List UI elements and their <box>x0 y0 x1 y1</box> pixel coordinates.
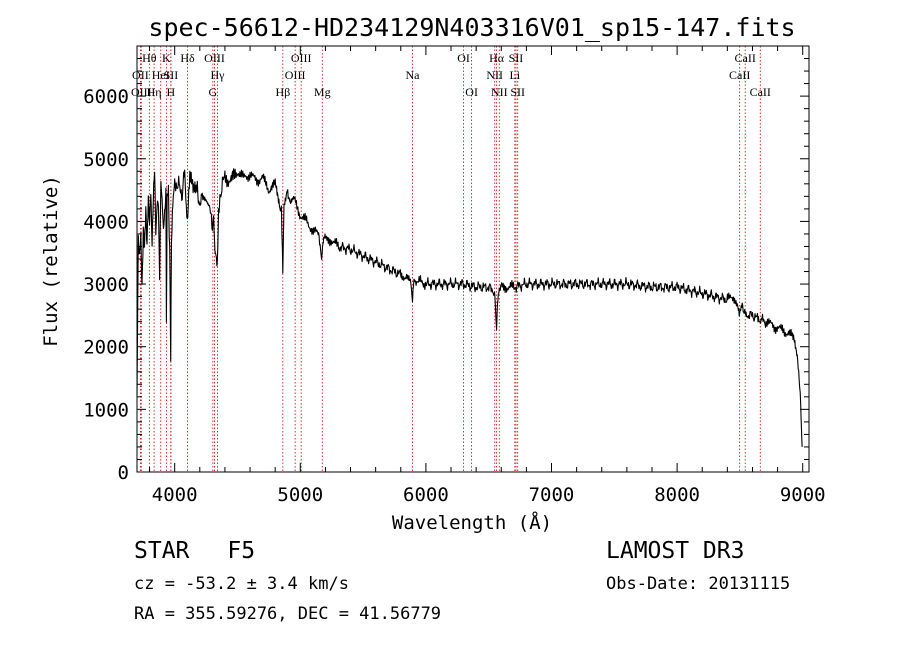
line-marker-label: Hθ <box>142 51 157 65</box>
line-marker-label: Hγ <box>211 68 226 82</box>
axis-tick-labels: 4000 5000 6000 7000 8000 9000 0 1000 2000 3000 400… <box>83 86 825 506</box>
x-tick-label: 6000 <box>403 484 449 506</box>
line-marker-label: Hδ <box>180 51 195 65</box>
object-class: STAR <box>134 538 190 564</box>
line-marker-label: SII <box>164 68 179 82</box>
axis-ticks <box>137 46 809 473</box>
chart-title: spec-56612-HD234129N403316V01_sp15-147.f… <box>148 13 795 42</box>
spectrum-chart: spec-56612-HD234129N403316V01_sp15-147.f… <box>40 13 826 534</box>
line-markers <box>139 46 761 472</box>
line-marker-label: Hη <box>147 85 162 99</box>
y-tick-label: 6000 <box>83 86 129 108</box>
survey-label: LAMOST DR3 <box>606 538 745 564</box>
line-marker-label: Li <box>509 68 520 82</box>
line-marker-label: NII <box>491 85 508 99</box>
line-marker-label: Hβ <box>275 85 290 99</box>
y-tick-label: 5000 <box>83 149 129 171</box>
x-tick-label: 4000 <box>152 484 198 506</box>
line-marker-label: SII <box>509 51 524 65</box>
y-tick-label: 3000 <box>83 274 129 296</box>
object-class-row: STAR F5 <box>134 538 255 564</box>
line-marker-label: CaII <box>735 51 756 65</box>
line-marker-label: OI <box>457 51 470 65</box>
x-tick-label: 8000 <box>654 484 700 506</box>
obs-date: Obs-Date: 20131115 <box>606 574 791 594</box>
line-marker-label: Hα <box>489 51 505 65</box>
line-marker-label: OII <box>132 68 149 82</box>
line-marker-label: OIII <box>204 51 225 65</box>
object-subclass: F5 <box>227 538 256 564</box>
line-marker-label: CaII <box>729 68 750 82</box>
y-axis-label: Flux (relative) <box>40 175 62 347</box>
line-marker-label: HeI <box>152 68 170 82</box>
y-tick-label: 1000 <box>83 399 129 421</box>
x-tick-label: 7000 <box>529 484 575 506</box>
line-marker-label: NII <box>486 68 503 82</box>
y-tick-label: 4000 <box>83 211 129 233</box>
spectrum-line <box>136 168 803 447</box>
line-marker-label: OIII <box>285 68 306 82</box>
x-axis-label: Wavelength (Å) <box>392 511 552 534</box>
y-tick-label: 0 <box>118 462 129 484</box>
x-tick-label: 5000 <box>277 484 323 506</box>
redshift-cz: cz = -53.2 ± 3.4 km/s <box>134 574 349 594</box>
ra-dec-coordinates: RA = 355.59276, DEC = 41.56779 <box>134 604 442 624</box>
line-marker-label: K <box>162 51 171 65</box>
line-marker-label: OIII <box>131 85 152 99</box>
line-marker-label: OI <box>465 85 478 99</box>
line-marker-label: OIII <box>291 51 312 65</box>
line-marker-label: Mg <box>314 85 331 99</box>
y-tick-label: 2000 <box>83 337 129 359</box>
line-marker-label: H <box>166 85 175 99</box>
line-marker-label: Na <box>405 68 420 82</box>
line-marker-label: CaII <box>750 85 771 99</box>
line-marker-label: SII <box>510 85 525 99</box>
x-tick-label: 9000 <box>780 484 826 506</box>
line-marker-label: G <box>209 85 218 99</box>
plot-frame <box>136 45 810 473</box>
